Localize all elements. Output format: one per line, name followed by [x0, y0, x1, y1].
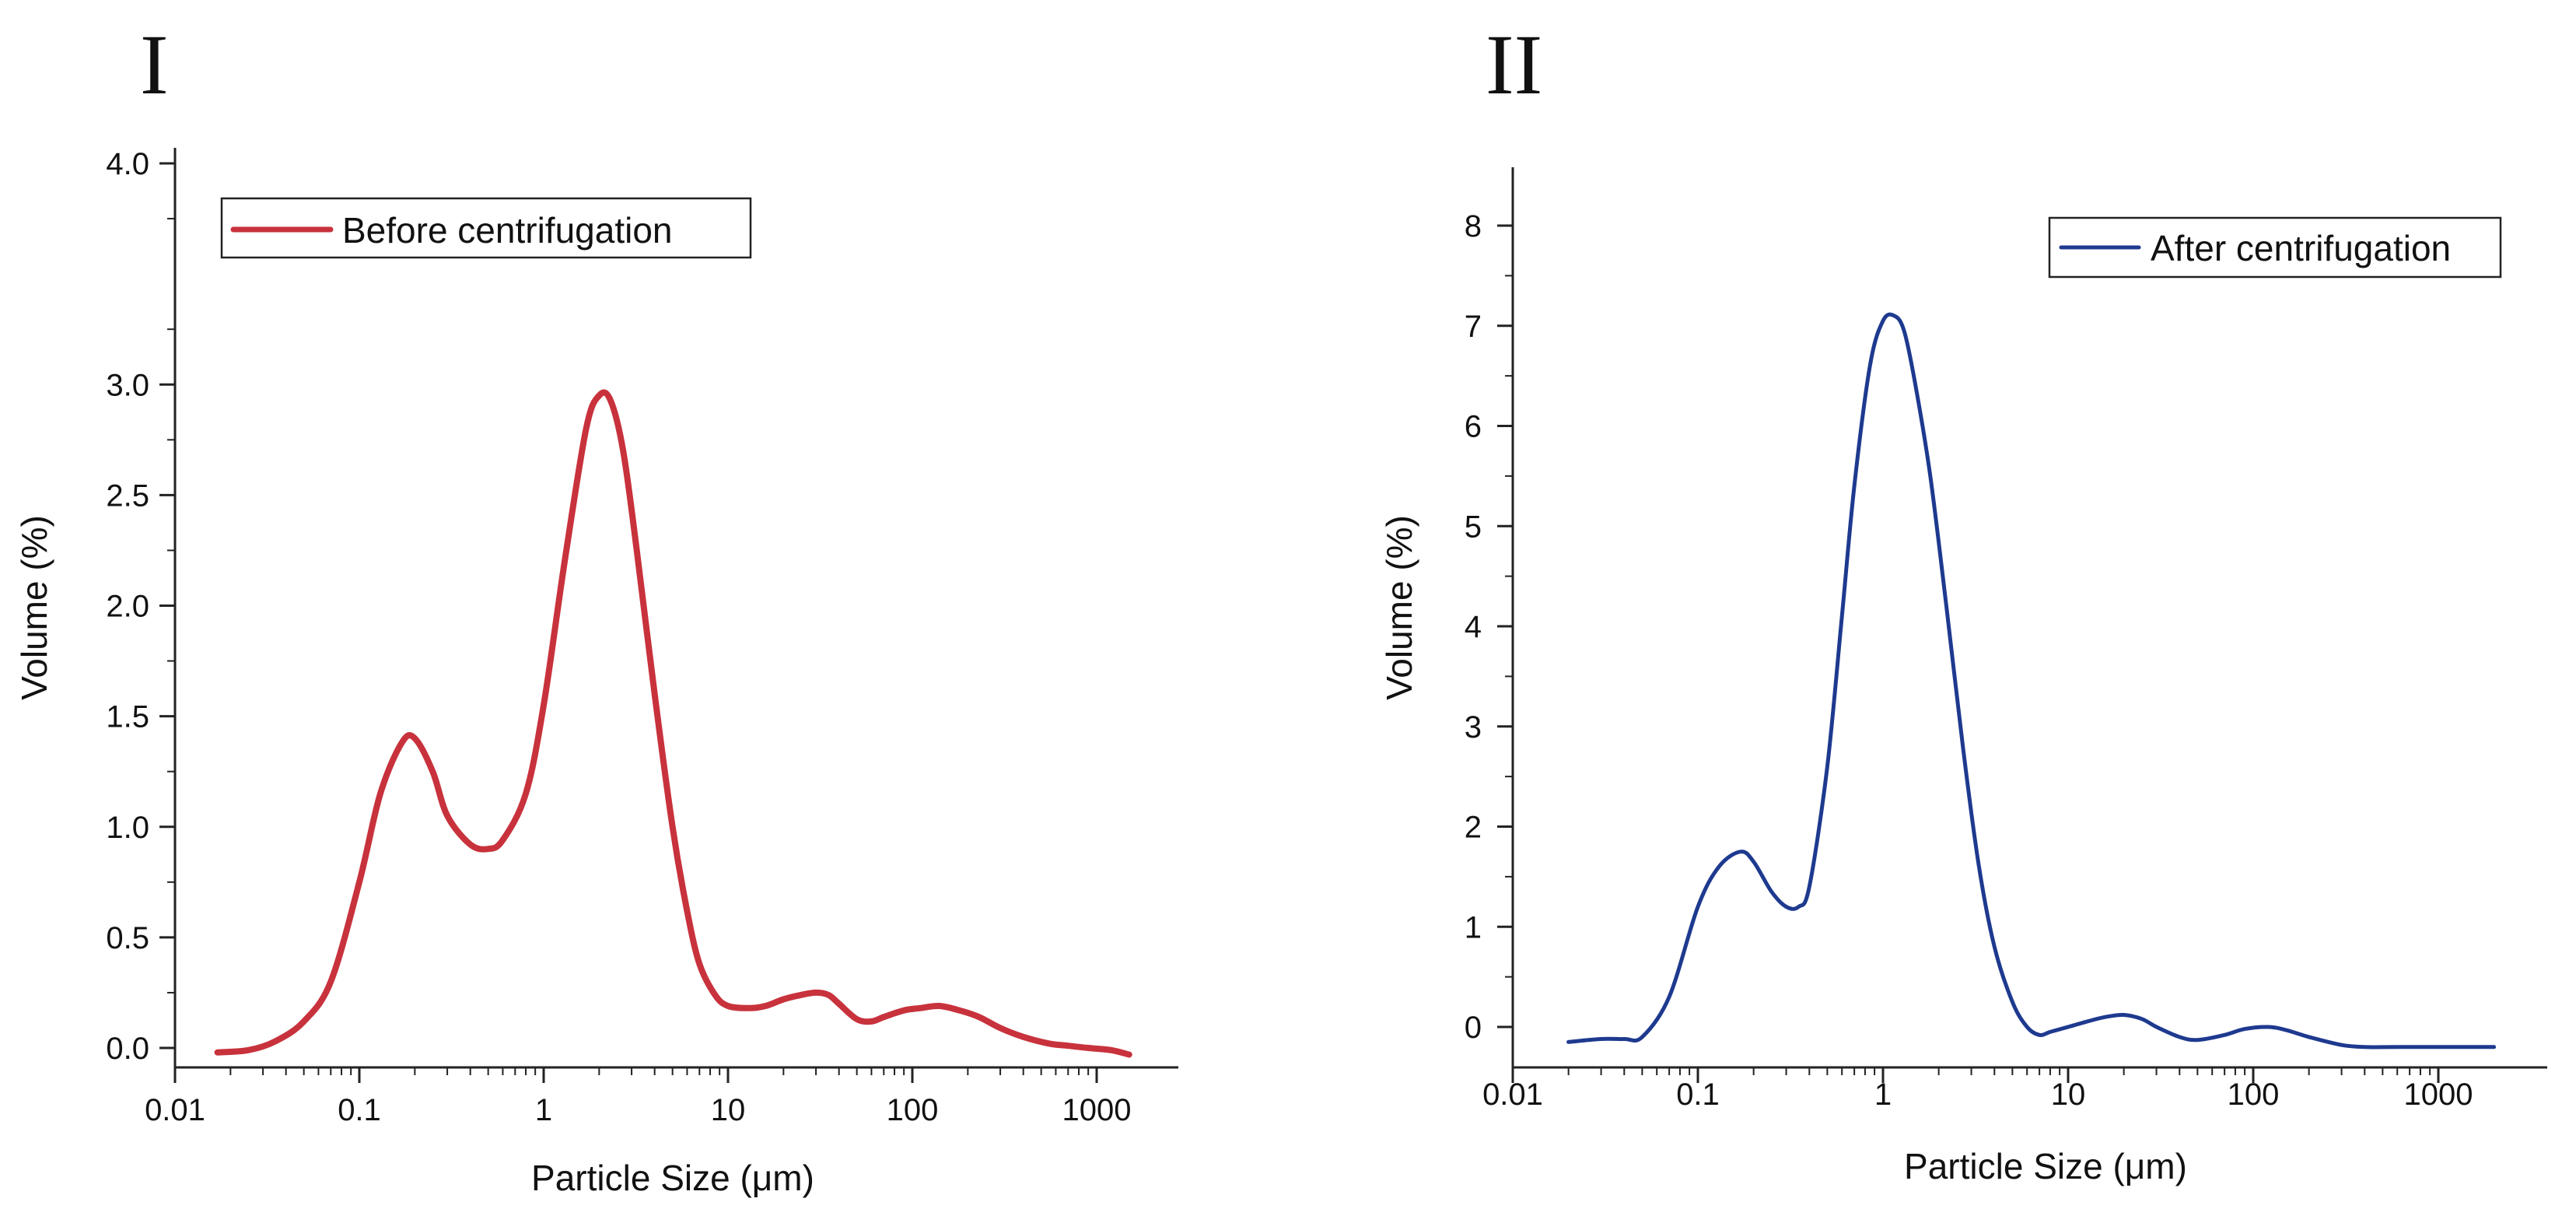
x-tick-label: 100: [887, 1093, 939, 1127]
axes: [1511, 167, 2547, 1069]
panel-label: I: [140, 17, 169, 112]
x-tick-label: 100: [2228, 1078, 2280, 1112]
x-axis-label: Particle Size (μm): [1904, 1146, 2187, 1186]
y-tick-label: 4.0: [106, 147, 149, 181]
series-line-before-centrifugation: [214, 389, 1132, 1058]
y-tick-label: 0.0: [106, 1032, 149, 1066]
y-tick-label: 6: [1465, 410, 1482, 444]
y-tick-label: 3: [1465, 710, 1482, 745]
legend: After centrifugation: [2048, 216, 2502, 279]
y-tick-label: 2.0: [106, 590, 149, 624]
x-tick-label: 0.1: [1676, 1078, 1720, 1112]
ticks: 0.01 0.1 1 10 100 1000 0 1 2 3 4 5 6 7 8: [1465, 209, 2473, 1112]
x-tick-label: 1: [535, 1093, 552, 1127]
x-tick-label: 0.01: [1482, 1078, 1543, 1112]
legend-label: After centrifugation: [2151, 228, 2451, 268]
x-axis-label: Particle Size (μm): [531, 1158, 814, 1198]
y-tick-label: 7: [1465, 310, 1482, 344]
legend-label: Before centrifugation: [342, 210, 673, 251]
axes: [173, 148, 1178, 1069]
y-tick-label: 0.5: [106, 921, 149, 955]
ticks: 0.01 0.1 1 10 100 1000 0.0 0.5 1.0 1.5 2.0 2.5 3.0 4.…: [106, 147, 1131, 1127]
x-tick-label: 10: [2051, 1078, 2086, 1112]
y-tick-label: 8: [1465, 209, 1482, 244]
panel-before-centrifugation: I 0.01 0.1 1 10 100 1000 0.0 0.5 1.0 1.5 2.0 2.5 3.0…: [14, 17, 1178, 1198]
legend: Before centrifugation: [220, 197, 752, 259]
x-tick-label: 0.1: [338, 1093, 381, 1127]
series-line-after-centrifugation: [1566, 312, 2497, 1050]
x-tick-label: 1000: [2404, 1078, 2473, 1112]
y-tick-label: 1.5: [106, 700, 149, 734]
x-tick-label: 10: [711, 1093, 746, 1127]
y-axis-label: Volume (%): [14, 515, 54, 700]
panel-label: II: [1486, 17, 1542, 112]
y-tick-label: 4: [1465, 610, 1482, 644]
x-tick-label: 0.01: [145, 1093, 205, 1127]
y-axis-label: Volume (%): [1379, 515, 1419, 700]
y-tick-label: 1: [1465, 910, 1482, 944]
y-tick-label: 5: [1465, 510, 1482, 544]
x-tick-label: 1: [1874, 1078, 1892, 1112]
y-tick-label: 0: [1465, 1011, 1482, 1045]
x-tick-label: 1000: [1062, 1093, 1132, 1127]
y-tick-label: 1.0: [106, 811, 149, 845]
panel-after-centrifugation: II 0.01 0.1 1 10 100 1000 0 1 2 3 4 5 6 7 8 Particle S…: [1379, 17, 2547, 1186]
y-tick-label: 3.0: [106, 368, 149, 402]
y-tick-label: 2.5: [106, 478, 149, 513]
y-tick-label: 2: [1465, 811, 1482, 845]
